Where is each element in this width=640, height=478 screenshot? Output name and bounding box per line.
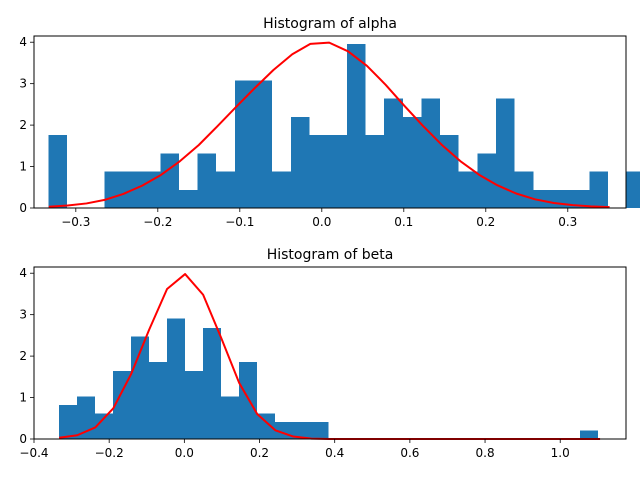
beta-histogram-bar bbox=[256, 413, 275, 439]
alpha-histogram-bar bbox=[328, 135, 347, 208]
beta-histogram-bar bbox=[238, 361, 257, 439]
alpha-histogram-bar bbox=[346, 43, 366, 209]
beta-histogram-bar bbox=[166, 318, 185, 439]
beta-y-tick-label: 3 bbox=[19, 308, 27, 322]
alpha-y-tick-label: 2 bbox=[19, 118, 27, 132]
beta-histogram-bar bbox=[292, 422, 311, 439]
alpha-histogram-bar bbox=[253, 80, 273, 208]
beta-x-tick-label: 0.8 bbox=[476, 446, 495, 460]
alpha-x-tick-label: 0.0 bbox=[312, 215, 331, 229]
alpha-histogram-bar bbox=[141, 171, 161, 208]
alpha-density-curve bbox=[48, 41, 610, 209]
beta-x-tick-label: 0.6 bbox=[400, 446, 419, 460]
beta-x-tick-label: −0.4 bbox=[19, 446, 48, 460]
alpha-y-tick-label: 4 bbox=[19, 35, 27, 49]
alpha-histogram-bar bbox=[458, 171, 478, 208]
alpha-y-tick-label: 1 bbox=[19, 160, 27, 174]
beta-y-tick-label: 2 bbox=[19, 349, 27, 363]
beta-histogram-bar bbox=[113, 371, 132, 439]
beta-x-tick-label: −0.2 bbox=[95, 446, 124, 460]
alpha-histogram-bar bbox=[197, 153, 217, 208]
alpha-chart-title: Histogram of alpha bbox=[263, 16, 397, 32]
alpha-histogram-bar bbox=[440, 135, 459, 208]
alpha-histogram-bar bbox=[402, 116, 422, 208]
beta-x-tick-label: 0.4 bbox=[325, 446, 344, 460]
alpha-histogram-bar bbox=[514, 171, 534, 208]
alpha-x-tick-label: −0.1 bbox=[225, 215, 254, 229]
beta-x-tick-label: 0.0 bbox=[175, 446, 194, 460]
alpha-histogram-bar bbox=[365, 135, 385, 208]
alpha-x-tick-label: 0.1 bbox=[394, 215, 413, 229]
alpha-histogram-bar bbox=[589, 171, 608, 208]
beta-histogram-panel: Histogram of beta −0.4 −0.2 0.0 0.2 0.4 0.6 0.8… bbox=[19, 247, 627, 460]
alpha-histogram-bar bbox=[533, 189, 552, 208]
beta-y-tick-label: 1 bbox=[19, 391, 27, 405]
beta-histogram-bar bbox=[310, 422, 329, 439]
alpha-histogram-bar bbox=[48, 135, 68, 208]
alpha-histogram-bar bbox=[160, 153, 179, 208]
alpha-histogram-bar bbox=[272, 171, 291, 208]
beta-x-tick-label: 0.2 bbox=[250, 446, 269, 460]
alpha-histogram-bar bbox=[477, 153, 497, 208]
alpha-y-tick-label: 3 bbox=[19, 77, 27, 91]
alpha-histogram-bar bbox=[570, 189, 590, 208]
beta-histogram-bar bbox=[59, 405, 78, 439]
beta-x-tick-label: 1.0 bbox=[551, 446, 570, 460]
beta-axes-frame bbox=[33, 266, 627, 440]
alpha-histogram-bar bbox=[309, 135, 329, 208]
beta-histogram-bar bbox=[220, 396, 239, 439]
alpha-histogram-bar bbox=[384, 98, 403, 208]
alpha-histogram-bar bbox=[178, 189, 198, 208]
beta-y-tick-label: 4 bbox=[19, 266, 27, 280]
alpha-y-tick-label: 0 bbox=[19, 201, 27, 215]
alpha-histogram-bar bbox=[234, 80, 254, 208]
beta-y-tick-label: 0 bbox=[19, 432, 27, 446]
beta-histogram-bar bbox=[149, 361, 167, 439]
alpha-histogram-bar bbox=[626, 171, 640, 208]
alpha-x-tick-label: 0.3 bbox=[558, 215, 577, 229]
alpha-axes-frame bbox=[33, 35, 627, 209]
alpha-histogram-bar bbox=[216, 171, 235, 208]
beta-histogram-bar bbox=[95, 413, 114, 439]
alpha-x-tick-label: 0.2 bbox=[476, 215, 495, 229]
alpha-histogram-panel: Histogram of alpha −0.3 −0.2 −0.1 0.0 0.1 0.2 0… bbox=[19, 16, 640, 229]
beta-chart-title: Histogram of beta bbox=[267, 247, 394, 263]
beta-histogram-bar bbox=[77, 396, 96, 439]
alpha-histogram-bar bbox=[290, 116, 310, 208]
alpha-histogram-bar bbox=[104, 171, 123, 208]
alpha-histogram-bar bbox=[421, 98, 441, 208]
alpha-x-tick-label: −0.3 bbox=[61, 215, 90, 229]
beta-histogram-bar bbox=[184, 371, 203, 439]
beta-histogram-bar bbox=[202, 327, 221, 439]
alpha-histogram-bar bbox=[496, 98, 515, 208]
alpha-x-tick-label: −0.2 bbox=[143, 215, 172, 229]
beta-histogram-bar bbox=[580, 430, 599, 439]
